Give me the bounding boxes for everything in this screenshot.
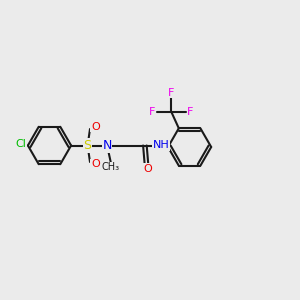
Text: S: S	[84, 139, 92, 152]
Text: F: F	[187, 107, 194, 117]
Text: F: F	[168, 88, 175, 98]
Text: O: O	[91, 159, 100, 170]
Text: F: F	[149, 107, 155, 117]
Text: N: N	[102, 139, 112, 152]
Text: O: O	[91, 122, 100, 132]
Text: CH₃: CH₃	[102, 162, 120, 172]
Text: O: O	[144, 164, 153, 174]
Text: NH: NH	[153, 140, 169, 151]
Text: Cl: Cl	[16, 139, 27, 149]
